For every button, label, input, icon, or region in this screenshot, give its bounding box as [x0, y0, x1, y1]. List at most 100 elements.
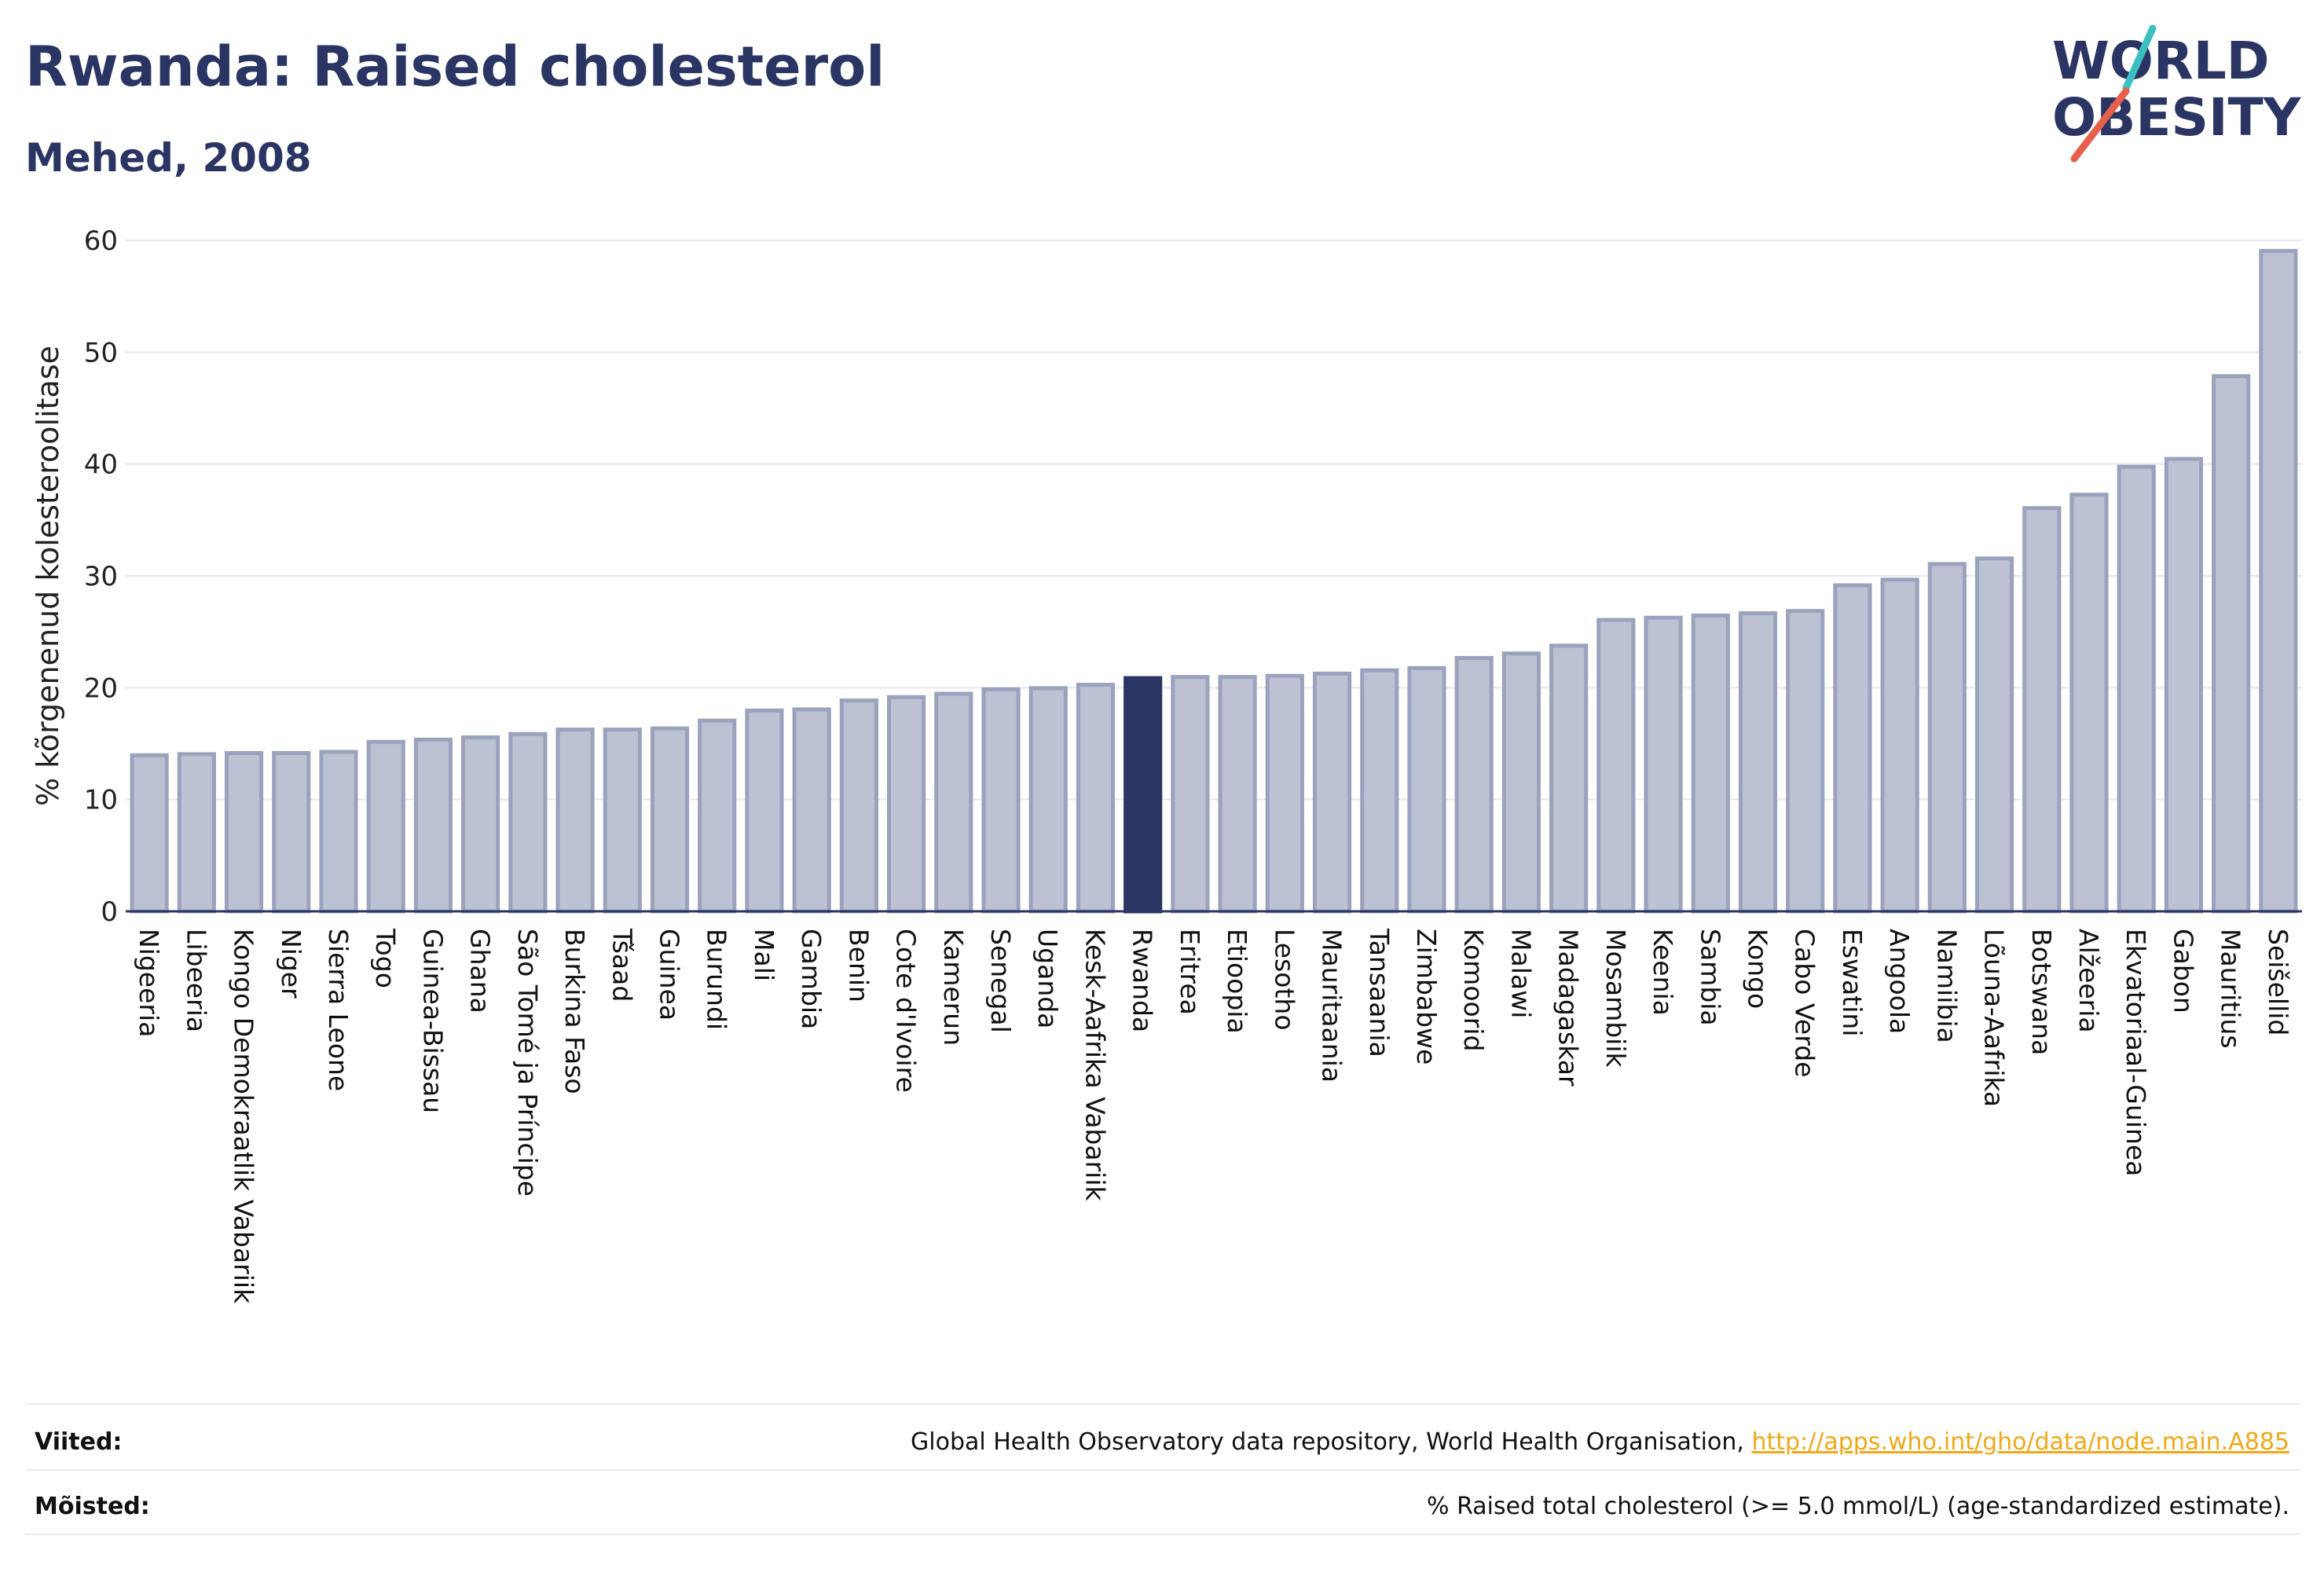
sources-value: Global Health Observatory data repositor…: [911, 1428, 2289, 1456]
x-tick-label: Guinea: [654, 929, 685, 1021]
x-tick-label: Tansaania: [1364, 928, 1395, 1057]
bar-komoorid: [1454, 655, 1494, 914]
x-tick-label: Uganda: [1032, 929, 1063, 1028]
bar-uganda: [1028, 686, 1068, 914]
definitions-text: % Raised total cholesterol (>= 5.0 mmol/…: [1427, 1492, 2289, 1520]
x-tick-label: Niger: [276, 929, 306, 999]
x-tick-label: Zimbabwe: [1411, 929, 1442, 1065]
bar-malawi: [1501, 651, 1541, 914]
y-tick-label: 0: [101, 896, 118, 928]
x-tick-label: Angoola: [1884, 929, 1915, 1034]
bar-namiibia: [1927, 562, 1967, 914]
x-tick-label: Keenia: [1648, 929, 1678, 1016]
chart-title: Rwanda: Raised cholesterol: [25, 35, 885, 99]
x-tick-label: Sambia: [1695, 929, 1725, 1026]
bar-mauritius: [2212, 374, 2251, 914]
x-tick-label: Komoorid: [1458, 929, 1489, 1051]
bar-kesk-aafrika-vabariik: [1076, 683, 1116, 914]
bar-sei-ellid: [2259, 248, 2298, 914]
bar-botswana: [2022, 506, 2062, 914]
logo-line-1: WORLD: [2052, 31, 2270, 91]
bar-madagaskar: [1549, 643, 1589, 914]
bar-cabo-verde: [1786, 609, 1825, 914]
bar-s-o-tom-ja-pr-ncipe: [508, 731, 548, 914]
bar-ghana: [461, 735, 500, 914]
x-tick-label: Madagaskar: [1553, 929, 1584, 1087]
x-tick-label: Kongo Demokraatlik Vabariik: [229, 929, 259, 1304]
x-axis-labels: Nigeeria Libeeria Kongo Demokraatlik Vabar…: [134, 928, 2293, 1304]
bar-kongo-demokraatlik-vabariik: [224, 750, 264, 914]
bar-etioopia: [1218, 675, 1257, 914]
x-tick-label: Mosambiik: [1600, 929, 1631, 1068]
x-tick-label: Alžeeria: [2073, 929, 2104, 1033]
logo-slash-teal: [2122, 24, 2157, 92]
x-tick-label: Guinea-Bissau: [417, 929, 448, 1113]
x-tick-label: Mauritaania: [1317, 929, 1347, 1083]
bar-keenia: [1644, 615, 1683, 914]
footer-divider-middle: [25, 1469, 2300, 1471]
x-tick-label: Lõuna-Aafrika: [1979, 929, 2010, 1107]
x-tick-label: Botswana: [2026, 929, 2057, 1055]
bar-angoola: [1880, 577, 1919, 914]
definitions-label: Mõisted:: [35, 1492, 150, 1520]
x-tick-label: Tšaad: [607, 928, 637, 1002]
sources-link[interactable]: http://apps.who.int/gho/data/node.main.A…: [1751, 1428, 2289, 1456]
bar-tansaania: [1360, 668, 1399, 914]
x-tick-label: Mauritius: [2216, 929, 2246, 1049]
x-tick-label: Rwanda: [1127, 929, 1158, 1032]
y-tick-label: 40: [84, 449, 118, 481]
bar-al-eeria: [2069, 493, 2109, 914]
x-tick-label: São Tomé ja Príncipe: [512, 929, 543, 1197]
y-axis-title: % kõrgenenud kolesteroolitase: [31, 346, 65, 806]
x-tick-label: Libeeria: [181, 929, 211, 1032]
x-tick-label: Togo: [370, 928, 401, 988]
bars: [130, 248, 2298, 914]
bar-mosambiik: [1596, 618, 1636, 914]
bar-lesotho: [1265, 673, 1304, 914]
x-tick-label: Cabo Verde: [1790, 929, 1820, 1077]
y-tick-label: 30: [84, 561, 118, 592]
x-tick-label: Ghana: [465, 929, 496, 1013]
bar-l-una-aafrika: [1975, 556, 2014, 914]
x-tick-label: Benin: [843, 929, 874, 1002]
bar-sierra-leone: [319, 750, 358, 914]
sources-label: Viited:: [35, 1428, 123, 1456]
x-tick-label: Namiibia: [1931, 929, 1962, 1043]
bar-senegal: [981, 687, 1021, 914]
bar-eswatini: [1833, 583, 1872, 914]
x-tick-label: Cote d'Ivoire: [891, 929, 922, 1093]
bar-nigeeria: [130, 753, 169, 914]
footer-divider-top: [25, 1403, 2300, 1405]
x-tick-label: Burkina Faso: [559, 929, 590, 1094]
x-tick-label: Eswatini: [1837, 929, 1868, 1036]
bar-t-aad: [603, 728, 642, 914]
y-tick-label: 20: [84, 673, 118, 704]
x-tick-label: Gabon: [2168, 929, 2198, 1013]
x-tick-label: Malawi: [1505, 929, 1536, 1018]
bar-guinea-bissau: [413, 737, 453, 914]
x-tick-label: Senegal: [985, 929, 1016, 1033]
bar-libeeria: [177, 752, 216, 914]
bar-kongo: [1738, 611, 1778, 914]
y-tick-label: 50: [84, 337, 118, 368]
bar-gambia: [792, 707, 831, 914]
x-tick-label: Eritrea: [1175, 929, 1205, 1015]
footer-definitions-row: Mõisted: % Raised total cholesterol (>= …: [35, 1488, 2289, 1524]
sources-text: Global Health Observatory data repositor…: [911, 1428, 1752, 1456]
logo-slash-red: [2070, 87, 2130, 163]
x-tick-label: Mali: [749, 929, 779, 981]
x-tick-label: Nigeeria: [134, 929, 164, 1037]
x-tick-label: Kongo: [1743, 929, 1773, 1009]
bar-gabon: [2164, 456, 2204, 914]
bar-burundi: [698, 718, 737, 914]
bar-mauritaania: [1312, 671, 1352, 914]
bar-cote-d-ivoire: [887, 695, 926, 914]
x-tick-label: Sierra Leone: [323, 929, 354, 1091]
y-tick-label: 10: [84, 785, 118, 816]
y-tick-label: 60: [84, 225, 118, 257]
bar-eritrea: [1171, 675, 1210, 914]
x-tick-label: Lesotho: [1269, 929, 1299, 1031]
x-tick-label: Gambia: [796, 929, 827, 1029]
bar-chart: 0 10 20 30 40 50 60 Nigeeria Libeeria Kongo Demo…: [31, 225, 2302, 1304]
bar-rwanda: [1124, 676, 1163, 914]
